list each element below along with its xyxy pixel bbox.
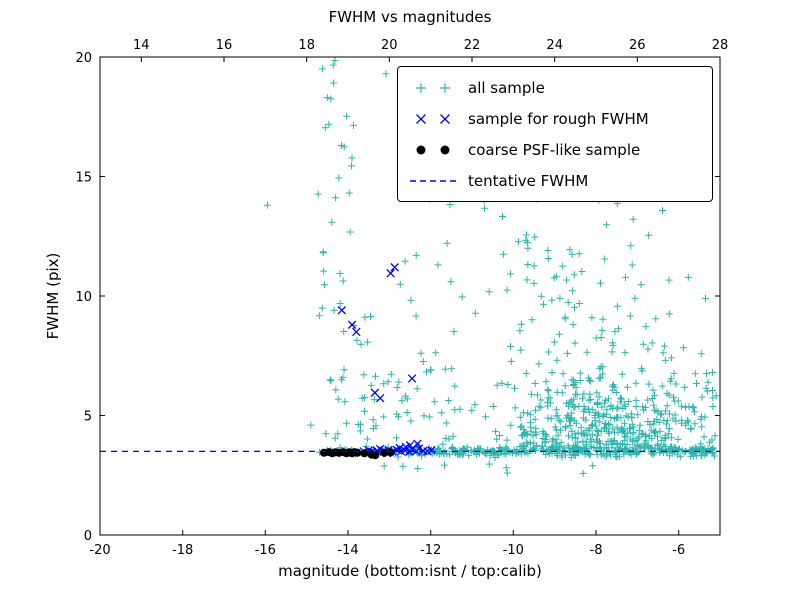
svg-text:14: 14 — [133, 38, 150, 53]
svg-text:-18: -18 — [172, 543, 193, 558]
svg-text:20: 20 — [381, 38, 398, 53]
svg-text:-12: -12 — [420, 543, 441, 558]
x-marker-icon — [408, 109, 458, 129]
legend: all sample sample for rough FWHM coarse … — [397, 66, 713, 202]
x-axis-bottom-ticks: -20 -18 -16 -14 -12 -10 -8 -6 — [89, 530, 685, 558]
dashed-line-icon — [408, 171, 458, 191]
dot-marker-icon — [408, 140, 458, 160]
legend-label: sample for rough FWHM — [468, 109, 649, 128]
svg-text:28: 28 — [712, 38, 729, 53]
svg-text:-14: -14 — [337, 543, 358, 558]
legend-item-all-sample: all sample — [398, 72, 712, 103]
svg-text:26: 26 — [629, 38, 646, 53]
legend-item-rough-fwhm: sample for rough FWHM — [398, 103, 712, 134]
y-axis-ticks: 0 5 10 15 20 — [75, 51, 720, 544]
legend-label: coarse PSF-like sample — [468, 140, 641, 159]
plus-marker-icon — [408, 78, 458, 98]
legend-item-psf-sample: coarse PSF-like sample — [398, 134, 712, 165]
legend-label: tentative FWHM — [468, 171, 589, 190]
svg-text:10: 10 — [75, 290, 92, 305]
svg-text:-8: -8 — [590, 543, 603, 558]
svg-text:-10: -10 — [503, 543, 524, 558]
svg-text:0: 0 — [84, 529, 92, 544]
svg-text:18: 18 — [298, 38, 315, 53]
svg-text:5: 5 — [84, 410, 92, 425]
svg-text:-16: -16 — [255, 543, 276, 558]
svg-text:24: 24 — [546, 38, 563, 53]
svg-text:20: 20 — [75, 51, 92, 66]
svg-text:15: 15 — [75, 171, 92, 186]
x-axis-top-ticks: 14 16 18 20 22 24 26 28 — [133, 38, 728, 62]
series-coarse-PSF-like-sample — [320, 448, 395, 460]
svg-text:22: 22 — [464, 38, 481, 53]
y-axis-label: FWHM (pix) — [44, 252, 62, 340]
svg-text:-20: -20 — [89, 543, 110, 558]
series-sample-for-rough-FWHM — [337, 263, 436, 458]
chart-title: FWHM vs magnitudes — [328, 8, 492, 26]
svg-text:16: 16 — [216, 38, 233, 53]
legend-label: all sample — [468, 78, 545, 97]
legend-item-tentative-fwhm: tentative FWHM — [398, 165, 712, 196]
svg-text:-6: -6 — [672, 543, 685, 558]
x-axis-label: magnitude (bottom:isnt / top:calib) — [278, 562, 542, 580]
